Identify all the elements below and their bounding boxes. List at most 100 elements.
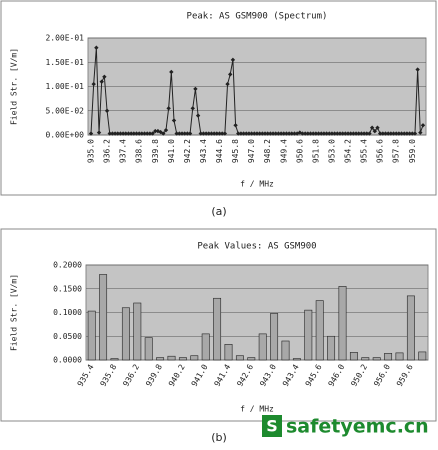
point — [112, 131, 118, 136]
point — [155, 128, 161, 134]
point — [418, 130, 423, 135]
point — [214, 131, 220, 136]
point — [412, 131, 418, 136]
bar — [190, 355, 199, 361]
point — [126, 131, 131, 136]
point — [230, 57, 236, 63]
x-tick-label: 956.6 — [376, 139, 385, 163]
point — [367, 131, 372, 136]
point — [163, 127, 169, 133]
point — [284, 131, 289, 136]
point — [120, 131, 126, 136]
point — [228, 72, 233, 77]
point — [241, 131, 246, 136]
point — [383, 131, 388, 136]
point — [171, 118, 177, 123]
point — [351, 131, 356, 136]
point — [136, 131, 142, 136]
x-tick-label: 935.0 — [87, 139, 96, 163]
x-tick-label: 942.2 — [183, 139, 192, 163]
point — [388, 131, 394, 136]
point — [201, 131, 206, 136]
point — [404, 131, 410, 136]
point — [249, 131, 254, 136]
point — [340, 131, 345, 136]
point — [238, 131, 244, 136]
point — [147, 131, 153, 136]
point — [402, 131, 407, 136]
x-tick-label: 936.2 — [103, 139, 112, 163]
point — [286, 131, 292, 136]
bar — [224, 344, 233, 361]
point — [96, 130, 102, 135]
point — [246, 131, 252, 136]
point — [273, 131, 278, 136]
point — [329, 131, 335, 136]
point — [415, 67, 420, 72]
point — [88, 131, 94, 136]
x-tick-label: 941.0 — [167, 139, 176, 163]
bar — [156, 357, 165, 361]
y-tick-label: 5.00E-02 — [45, 106, 84, 115]
point — [244, 131, 249, 136]
bar — [247, 357, 256, 361]
point — [195, 113, 201, 118]
chart-title: Peak Values: AS GSM900 — [197, 242, 316, 252]
point — [361, 131, 367, 136]
point — [308, 131, 313, 136]
point — [128, 131, 134, 136]
x-tick-label: 959.0 — [408, 139, 417, 163]
bar — [327, 335, 336, 361]
point — [161, 131, 166, 136]
x-axis-label: f / MHz — [240, 405, 274, 414]
point — [316, 131, 321, 136]
point — [185, 131, 190, 136]
point — [174, 131, 179, 136]
point — [252, 131, 257, 136]
point — [206, 131, 212, 136]
point — [211, 131, 217, 136]
bar — [349, 352, 358, 361]
point — [337, 131, 343, 136]
point — [257, 131, 262, 136]
bar — [121, 307, 130, 361]
point — [217, 131, 222, 136]
point — [343, 131, 348, 136]
point — [372, 128, 378, 134]
point — [375, 125, 380, 130]
point — [391, 131, 396, 136]
bar — [99, 274, 108, 361]
point — [313, 131, 319, 136]
x-axis-label: f / MHz — [240, 180, 274, 189]
point — [190, 106, 195, 111]
point — [321, 131, 327, 136]
point — [270, 131, 276, 136]
point — [327, 131, 332, 136]
x-tick-label: 944.6 — [215, 139, 224, 163]
point — [311, 131, 316, 136]
x-tick-label: 954.2 — [344, 139, 353, 163]
point — [300, 131, 305, 136]
point — [118, 131, 123, 136]
bar — [384, 353, 393, 361]
point — [182, 131, 187, 136]
x-tick-label: 951.8 — [311, 139, 320, 163]
point — [289, 131, 295, 136]
point — [420, 123, 426, 128]
x-tick-label: 945.8 — [231, 139, 240, 163]
point — [254, 131, 260, 136]
bar — [201, 333, 210, 361]
point — [332, 131, 337, 136]
logo-box — [262, 415, 282, 437]
point — [169, 69, 174, 75]
point — [260, 131, 265, 136]
point — [99, 79, 104, 84]
bar — [372, 357, 381, 361]
point — [145, 131, 150, 136]
bar — [110, 358, 119, 361]
point — [94, 45, 99, 50]
bar — [281, 340, 290, 361]
bar — [133, 302, 142, 361]
point — [236, 131, 241, 136]
